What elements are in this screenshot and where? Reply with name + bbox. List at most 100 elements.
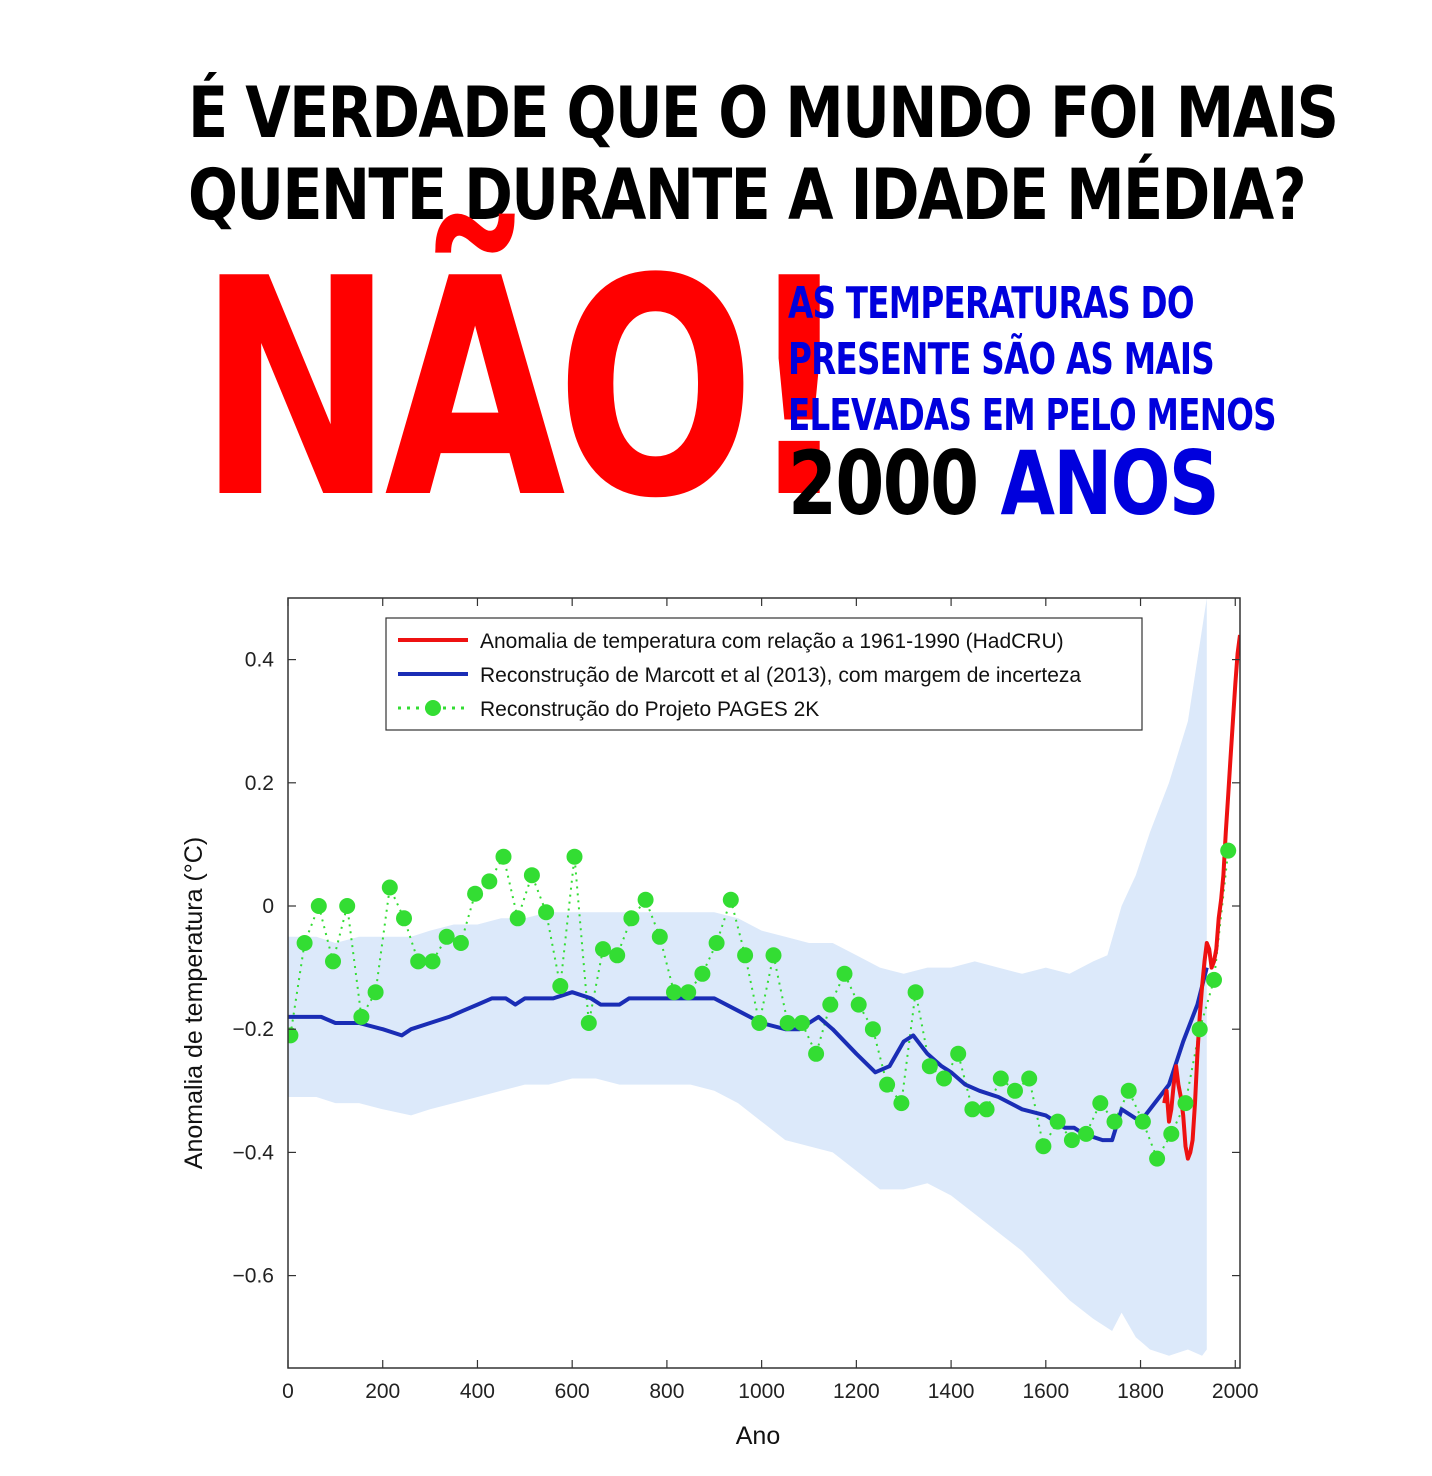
answer-nao: NÃO!: [198, 215, 853, 564]
pages2k-point: [808, 1045, 825, 1062]
pages2k-point: [1049, 1113, 1066, 1130]
y-tick-label: −0.4: [233, 1141, 275, 1164]
pages2k-point: [296, 935, 313, 951]
pages2k-point: [538, 904, 555, 921]
pages2k-point: [694, 965, 711, 982]
pages2k-point: [1106, 1113, 1123, 1130]
legend-label: Anomalia de temperatura com relação a 19…: [480, 630, 1064, 653]
pages2k-point: [1206, 971, 1222, 988]
pages2k-point: [921, 1058, 938, 1075]
pages2k-point: [737, 947, 754, 964]
temperature-chart: 0 200 400 600 800 1000 1200 1400 1600 1800 2000 −0.…: [180, 597, 1259, 1450]
pages2k-point: [822, 996, 839, 1013]
pages2k-point: [452, 935, 469, 951]
x-tick-label: 800: [649, 1380, 684, 1403]
pages2k-point: [879, 1076, 896, 1093]
years-number: 2000: [788, 432, 979, 535]
pages2k-point: [523, 867, 540, 884]
legend-swatch-pages2k-point: [425, 700, 441, 716]
subtitle-line-1: AS TEMPERATURAS DO: [788, 278, 1195, 329]
pages2k-point: [1078, 1125, 1095, 1142]
pages2k-point: [495, 848, 512, 865]
pages2k-point: [992, 1070, 1009, 1087]
pages2k-point: [1092, 1095, 1109, 1112]
x-tick-label: 200: [365, 1380, 400, 1403]
x-tick-label: 1200: [833, 1380, 880, 1403]
pages2k-point: [552, 978, 569, 995]
y-tick-label: 0.4: [245, 649, 275, 672]
subtitle-line-2: PRESENTE SÃO AS MAIS: [788, 334, 1215, 385]
pages2k-point: [367, 984, 384, 1001]
x-tick-label: 0: [282, 1380, 294, 1403]
y-tick-label: −0.2: [233, 1018, 274, 1041]
pages2k-point: [680, 984, 697, 1001]
legend-label: Reconstrução do Projeto PAGES 2K: [480, 698, 819, 721]
pages2k-point: [566, 848, 583, 865]
subtitle-line-3: ELEVADAS EM PELO MENOS: [788, 390, 1277, 441]
pages2k-point: [722, 891, 739, 908]
y-axis-label: Anomalia de temperatura (°C): [180, 837, 208, 1169]
pages2k-point: [595, 941, 611, 958]
x-axis-label: Ano: [736, 1422, 780, 1450]
subtitle: AS TEMPERATURAS DO PRESENTE SÃO AS MAIS …: [788, 276, 1277, 444]
pages2k-point: [424, 953, 441, 970]
pages2k-point: [850, 996, 867, 1013]
pages2k-point: [438, 928, 455, 945]
pages2k-point: [666, 984, 682, 1001]
x-tick-label: 1600: [1022, 1380, 1069, 1403]
hadcru-line: [1162, 634, 1240, 1161]
years-unit: ANOS: [1000, 432, 1219, 535]
years-statement: 2000 ANOS: [788, 436, 1220, 532]
pages2k-point: [288, 1027, 299, 1044]
y-tick-label: −0.6: [233, 1265, 274, 1288]
pages2k-point: [396, 910, 412, 927]
y-tick-label: 0: [262, 895, 274, 918]
plot-frame: [287, 597, 1241, 1369]
legend-label: Reconstrução de Marcott et al (2013), co…: [480, 664, 1081, 687]
pages2k-point: [467, 885, 484, 902]
pages2k-point: [580, 1015, 597, 1031]
x-tick-label: 400: [460, 1380, 495, 1403]
pages2k-point: [637, 891, 654, 908]
pages2k-point: [325, 953, 341, 970]
headline-line-1: É VERDADE QUE O MUNDO FOI MAIS: [188, 72, 1339, 154]
pages2k-point: [864, 1021, 881, 1038]
pages2k-point: [1035, 1138, 1052, 1155]
pages2k-point: [509, 910, 526, 927]
x-tick-label: 2000: [1212, 1380, 1259, 1403]
x-tick-label: 1400: [928, 1380, 975, 1403]
marcott-line: [288, 967, 1209, 1143]
pages2k-point: [381, 879, 398, 896]
pages2k-point: [1220, 842, 1237, 859]
pages2k-point: [339, 898, 356, 914]
pages2k-point: [1149, 1150, 1166, 1167]
x-tick-label: 600: [555, 1380, 590, 1403]
pages2k-point: [793, 1015, 810, 1031]
pages2k-point: [1007, 1082, 1023, 1099]
pages2k-point: [978, 1101, 995, 1118]
legend: Anomalia de temperatura com relação a 19…: [385, 617, 1143, 731]
pages2k-point: [779, 1015, 796, 1031]
pages2k-point: [964, 1101, 981, 1118]
pages2k-point: [836, 965, 853, 982]
pages2k-point: [1021, 1070, 1038, 1087]
pages2k-point: [1177, 1095, 1194, 1112]
pages2k-point: [893, 1095, 910, 1112]
pages2k-point: [751, 1015, 768, 1031]
y-tick-label: 0.2: [245, 772, 274, 795]
headline-line-2: QUENTE DURANTE A IDADE MÉDIA?: [188, 154, 1307, 236]
pages2k-point: [1134, 1113, 1151, 1130]
pages2k-point: [950, 1045, 967, 1062]
pages2k-point: [609, 947, 626, 964]
pages2k-point: [623, 910, 640, 927]
pages2k-point: [1120, 1082, 1137, 1099]
pages2k-point: [310, 898, 327, 914]
pages2k-point: [936, 1070, 952, 1087]
pages2k-point: [765, 947, 782, 964]
pages2k-point: [481, 873, 498, 890]
pages2k-point: [410, 953, 427, 970]
pages2k-point: [1191, 1021, 1208, 1038]
pages2k-point: [651, 928, 668, 945]
x-tick-label: 1800: [1117, 1380, 1164, 1403]
pages2k-point: [907, 984, 924, 1001]
